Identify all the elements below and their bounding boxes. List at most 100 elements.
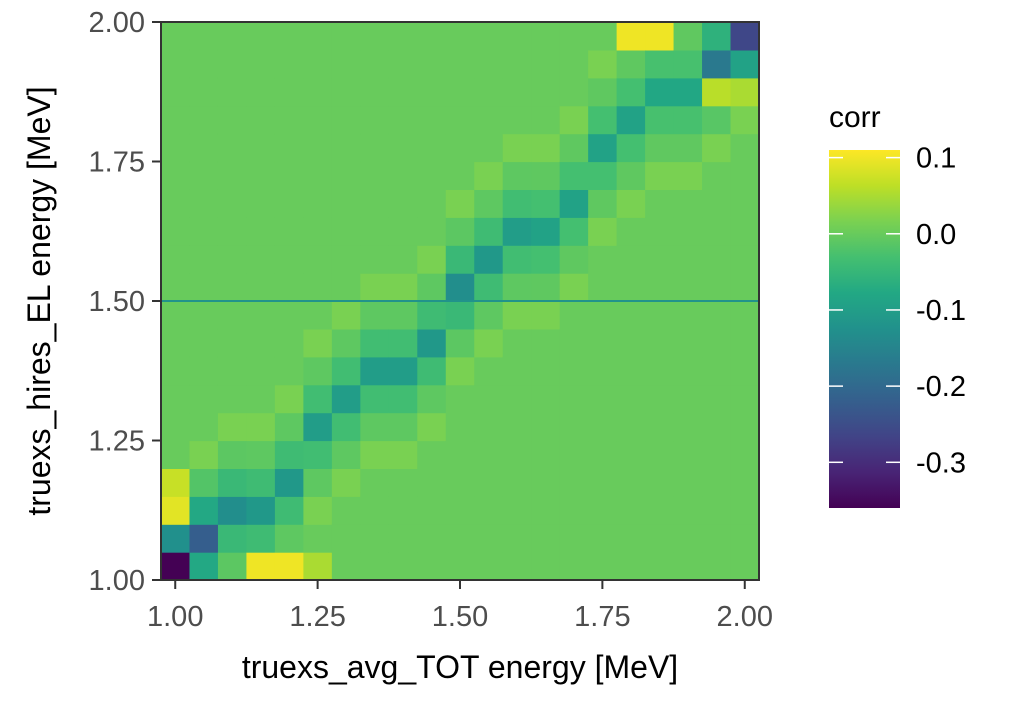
heatmap-cell <box>331 440 361 469</box>
heatmap-cell <box>559 273 589 302</box>
heatmap-cell <box>702 356 732 386</box>
heatmap-cell <box>303 49 333 79</box>
heatmap-cell <box>474 22 504 51</box>
heatmap-cell <box>730 328 760 358</box>
heatmap-cell <box>246 301 276 330</box>
heatmap-cell <box>417 440 447 469</box>
heatmap-cell <box>331 217 361 246</box>
heatmap-cell <box>616 496 646 525</box>
heatmap-cell <box>303 496 333 525</box>
heatmap-cell <box>388 217 418 246</box>
heatmap-cell <box>161 328 191 358</box>
heatmap-cell <box>502 496 532 525</box>
heatmap-cell <box>274 384 304 414</box>
heatmap-cell <box>502 552 532 581</box>
heatmap-cell <box>445 328 475 358</box>
heatmap-cell <box>474 384 504 414</box>
heatmap-cell <box>388 440 418 469</box>
x-tick-label: 1.00 <box>147 601 203 633</box>
heatmap-cell <box>217 217 248 246</box>
heatmap-cell <box>531 384 561 414</box>
heatmap-cell <box>730 468 760 497</box>
heatmap-cell <box>417 552 447 581</box>
heatmap-cell <box>531 496 561 525</box>
heatmap-cell <box>559 468 589 497</box>
heatmap-cell <box>417 273 447 302</box>
heatmap-cell <box>445 412 475 442</box>
heatmap-cell <box>616 412 646 442</box>
heatmap-cell <box>331 105 361 135</box>
heatmap-cell <box>445 245 475 274</box>
heatmap-cell <box>246 328 276 358</box>
heatmap-cell <box>217 468 248 497</box>
heatmap-cell <box>588 552 618 581</box>
heatmap-cell <box>645 273 675 302</box>
heatmap-cell <box>645 552 675 581</box>
heatmap-cell <box>588 105 618 135</box>
heatmap-cell <box>588 412 618 442</box>
heatmap-cell <box>189 105 219 135</box>
heatmap-cell <box>189 356 219 386</box>
heatmap-cell <box>702 468 732 497</box>
heatmap-cell <box>502 328 532 358</box>
heatmap-cell <box>161 524 191 553</box>
heatmap-cell <box>189 22 219 51</box>
heatmap-cell <box>303 189 333 218</box>
heatmap-cell <box>588 328 618 358</box>
heatmap-cell <box>331 524 361 553</box>
heatmap-cell <box>161 77 191 107</box>
heatmap-cell <box>303 133 333 163</box>
heatmap-cell <box>559 552 589 581</box>
heatmap-cell <box>502 356 532 386</box>
heatmap-cell <box>274 356 304 386</box>
heatmap-cell <box>161 105 191 135</box>
heatmap-cell <box>246 49 276 79</box>
heatmap-cell <box>388 189 418 218</box>
heatmap-cell <box>246 189 276 218</box>
heatmap-cell <box>388 384 418 414</box>
heatmap-cell <box>417 77 447 107</box>
heatmap-cell <box>246 412 276 442</box>
heatmap-cell <box>417 412 447 442</box>
heatmap-cell <box>445 356 475 386</box>
heatmap-cell <box>502 217 532 246</box>
heatmap-cell <box>588 496 618 525</box>
heatmap-cell <box>474 356 504 386</box>
heatmap-cell <box>331 77 361 107</box>
heatmap-cell <box>246 496 276 525</box>
heatmap-cell <box>588 468 618 497</box>
heatmap-cell <box>445 468 475 497</box>
heatmap-cell <box>474 49 504 79</box>
heatmap-cell <box>645 301 675 330</box>
heatmap-cell <box>616 22 646 51</box>
heatmap-cell <box>388 245 418 274</box>
heatmap-cell <box>360 496 390 525</box>
heatmap-cell <box>531 161 561 190</box>
heatmap-cell <box>616 273 646 302</box>
heatmap-cell <box>502 49 532 79</box>
heatmap-cell <box>303 468 333 497</box>
heatmap-cell <box>331 133 361 163</box>
heatmap-cell <box>217 301 248 330</box>
heatmap-cell <box>388 552 418 581</box>
heatmap-cell <box>645 49 675 79</box>
heatmap-cell <box>588 384 618 414</box>
heatmap-cell <box>417 245 447 274</box>
y-tick-label: 1.75 <box>89 147 145 179</box>
heatmap-cell <box>189 524 219 553</box>
heatmap-cell <box>702 105 732 135</box>
heatmap-cell <box>474 161 504 190</box>
x-tick-label: 1.50 <box>432 601 488 633</box>
heatmap-cell <box>645 468 675 497</box>
heatmap-cell <box>303 384 333 414</box>
heatmap-cell <box>474 105 504 135</box>
heatmap-cell <box>331 273 361 302</box>
y-axis: 1.00 1.25 1.50 1.75 2.00 <box>89 7 161 597</box>
heatmap-cell <box>161 384 191 414</box>
heatmap-cell <box>161 245 191 274</box>
heatmap-cell <box>531 217 561 246</box>
heatmap-cell <box>161 22 191 51</box>
heatmap-cell <box>531 524 561 553</box>
heatmap-cell <box>303 105 333 135</box>
heatmap-cell <box>189 328 219 358</box>
